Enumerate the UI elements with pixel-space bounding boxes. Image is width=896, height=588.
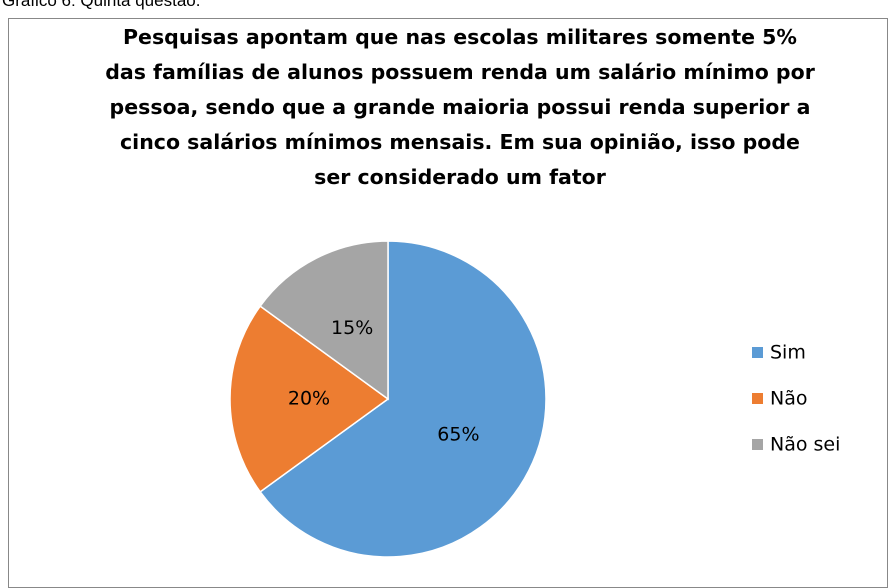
legend-swatch bbox=[752, 393, 763, 404]
legend-swatch bbox=[752, 439, 763, 450]
pie-slice bbox=[259, 240, 389, 401]
legend-label: Sim bbox=[770, 342, 806, 364]
pie-slice bbox=[259, 240, 547, 558]
data-label: 15% bbox=[331, 317, 373, 339]
data-label: 20% bbox=[288, 388, 330, 410]
caption: Gráfico 6: Quinta questão. bbox=[2, 0, 201, 10]
legend-swatch bbox=[752, 347, 763, 358]
chart-title: Pesquisas apontam que nas escolas milita… bbox=[105, 25, 815, 189]
legend-label: Não bbox=[770, 388, 807, 410]
data-label: 65% bbox=[437, 423, 479, 445]
legend-label: Não sei bbox=[770, 434, 840, 456]
pie-slice bbox=[229, 305, 390, 493]
